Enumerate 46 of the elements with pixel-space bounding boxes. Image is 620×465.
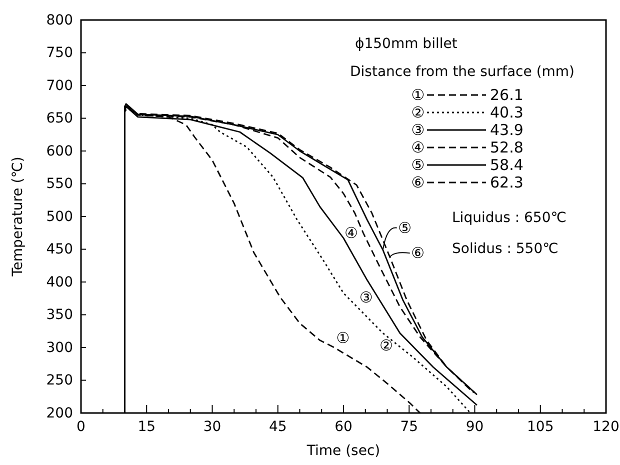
annotation: Liquidus : 650℃ — [452, 210, 566, 226]
y-tick-label: 250 — [46, 372, 73, 389]
y-tick-label: 600 — [46, 143, 73, 160]
text: ϕ150mm billet — [355, 36, 458, 52]
text: ③ — [411, 121, 425, 139]
y-tick-label: 750 — [46, 45, 73, 62]
x-tick-label: 45 — [268, 418, 287, 435]
x-tick-label: 0 — [76, 418, 86, 435]
x-tick-label: 120 — [592, 418, 620, 435]
y-tick-label: 200 — [46, 405, 73, 422]
text: ④ — [411, 138, 425, 156]
y-tick-label: 650 — [46, 110, 73, 127]
legend-title: Distance from the surface (mm) — [350, 64, 575, 80]
x-axis-title: Time (sec) — [306, 443, 380, 459]
annotation: ③ — [359, 288, 373, 307]
annotation: ① — [336, 328, 350, 347]
legend-label: 26.1 — [490, 86, 524, 104]
x-tick-label: 30 — [203, 418, 222, 435]
text: ⑤ — [411, 156, 425, 174]
y-tick-label: 350 — [46, 307, 73, 324]
text: ① — [411, 86, 425, 104]
legend-label: 40.3 — [490, 104, 524, 122]
y-tick-label: 400 — [46, 274, 73, 290]
annotation: Solidus : 550℃ — [452, 241, 558, 257]
annotation: ⑤ — [398, 218, 412, 237]
y-tick-label: 300 — [46, 340, 73, 356]
legend-label: 62.3 — [490, 174, 524, 192]
annotation: ⑥ — [411, 244, 425, 262]
y-axis-title: Temperature (℃) — [10, 156, 26, 278]
legend-label: 58.4 — [490, 156, 524, 174]
y-tick-label: 800 — [46, 12, 73, 28]
x-tick-label: 15 — [138, 418, 156, 435]
legend-label: 52.8 — [490, 138, 524, 156]
x-tick-label: 90 — [466, 418, 484, 435]
y-tick-label: 450 — [46, 242, 73, 258]
y-tick-label: 550 — [46, 176, 73, 192]
text: ② — [411, 104, 425, 122]
x-tick-label: 105 — [527, 418, 554, 435]
y-tick-label: 700 — [46, 78, 73, 94]
x-tick-label: 60 — [334, 418, 352, 435]
y-tick-label: 500 — [46, 208, 73, 225]
legend-label: 43.9 — [490, 121, 524, 139]
annotation: ② — [379, 336, 393, 355]
x-tick-label: 75 — [400, 418, 418, 435]
text: ⑥ — [411, 174, 425, 192]
annotation: ④ — [344, 224, 358, 242]
